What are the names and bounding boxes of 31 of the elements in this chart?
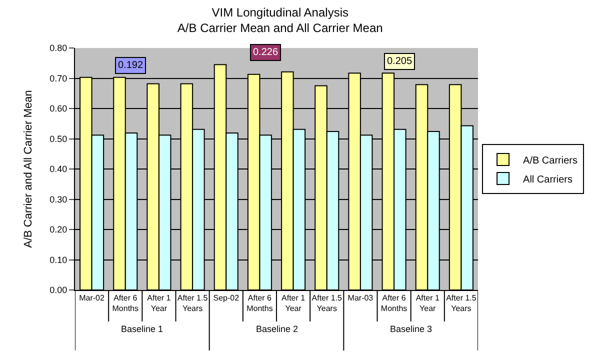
x-tick-label: Sep-02 [213, 294, 240, 303]
text: Baseline 2 [256, 324, 298, 334]
x-tick-label: Mar-02 [79, 294, 106, 303]
x-tick-label: After 1 Year [416, 294, 440, 313]
y-tick-label: 0.80 [50, 43, 68, 54]
legend-label: All Carriers [523, 174, 572, 186]
y-tick-label: 0.20 [50, 224, 68, 235]
text: Baseline 1 [121, 324, 164, 334]
x-tick-label: After 6 Months [380, 294, 408, 313]
x-tick-label: After 1.5 Years [312, 294, 343, 313]
y-axis-title: A/B Carrier and All Carrier Mean [22, 90, 34, 248]
y-tick-label: 0.30 [50, 194, 68, 204]
x-tick-label: After 1.5 Years [446, 294, 477, 313]
annotation: 0.226 [253, 47, 278, 58]
x-tick-label: After 1.5 Years [177, 294, 208, 313]
legend-label: A/B Carriers [523, 155, 578, 166]
text: Baseline 3 [390, 324, 432, 334]
y-tick-label: 0.40 [50, 164, 68, 174]
y-tick-label: 0.50 [50, 134, 68, 144]
x-tick-label: After 1 Year [282, 294, 306, 313]
x-tick-label: Mar-03 [348, 294, 374, 303]
x-tick-label: After 1 Year [147, 294, 172, 313]
x-tick-label: After 6 Months [112, 294, 138, 313]
y-tick-label: 0.70 [50, 73, 68, 84]
chart-title: VIM Longitudinal Analysis A/B Carrier Mean and All Carrier Mean [177, 5, 383, 35]
y-tick-label: 0.60 [50, 104, 68, 114]
annotation: 0.192 [118, 60, 144, 71]
x-tick-label: After 6 Months [246, 294, 273, 313]
y-tick-label: 0.00 [50, 285, 68, 296]
y-tick-label: 0.10 [50, 254, 68, 265]
annotation: 0.205 [387, 56, 412, 67]
